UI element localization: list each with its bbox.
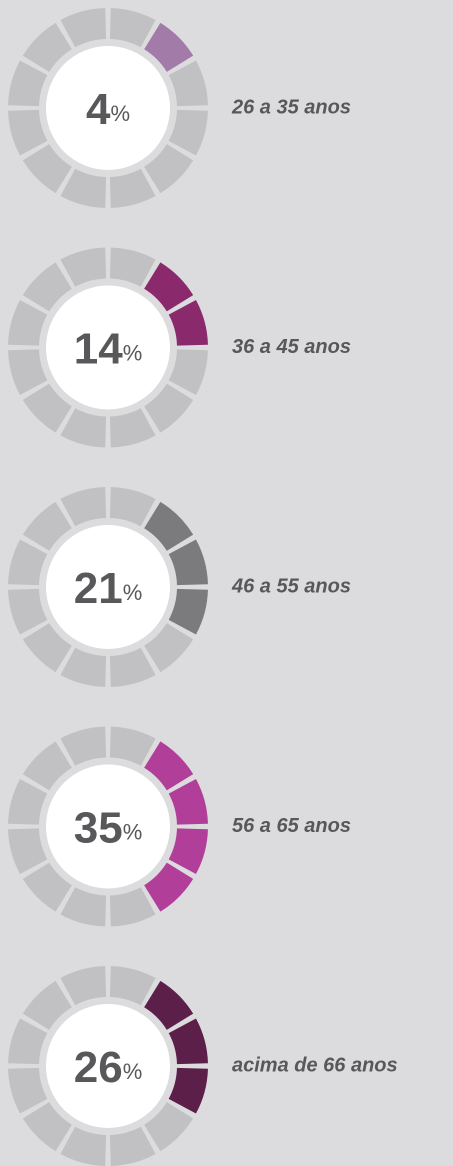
- value-number: 14: [74, 324, 123, 373]
- gauge-segment-filled: [168, 588, 208, 635]
- gauge-center: [46, 525, 170, 649]
- gauge-segment: [168, 60, 208, 107]
- gauge-segment: [22, 623, 72, 673]
- gauge-segment: [144, 1102, 194, 1152]
- gauge-segment: [8, 60, 48, 107]
- gauge: [8, 8, 208, 208]
- gauge-segment: [60, 726, 107, 766]
- gauge-segment: [109, 726, 156, 766]
- value-unit: %: [110, 101, 130, 126]
- gauge-segment-filled: [144, 501, 194, 551]
- gauge-segment: [60, 487, 107, 527]
- gauge-segment: [60, 8, 107, 48]
- value-number: 35: [74, 803, 123, 852]
- value-label: 35%: [74, 803, 143, 852]
- gauge-segment: [109, 647, 156, 687]
- gauge-segment: [22, 22, 72, 72]
- gauge-segment: [8, 1067, 48, 1114]
- gauge-segment: [22, 1102, 72, 1152]
- gauge-segment: [60, 408, 107, 448]
- gauge-segment: [22, 383, 72, 433]
- gauge-center: [46, 285, 170, 410]
- gauge-center: [46, 1004, 170, 1128]
- gauge-segment-filled: [168, 1067, 208, 1114]
- value-unit: %: [123, 580, 143, 605]
- value-unit: %: [123, 1059, 143, 1084]
- gauge-segment: [109, 1126, 156, 1166]
- value-number: 21: [74, 564, 123, 613]
- value-label: 26%: [74, 1043, 143, 1092]
- value-number: 4: [86, 85, 111, 134]
- gauge-segment: [8, 299, 48, 346]
- gauge-center: [46, 46, 170, 170]
- gauge: [8, 966, 208, 1166]
- gauge-segment: [109, 168, 156, 208]
- gauge-segment-filled: [168, 299, 208, 346]
- gauge-segment: [22, 862, 72, 912]
- gauge-segment: [8, 778, 48, 825]
- gauge-segment-filled: [168, 539, 208, 586]
- gauge-segment: [22, 262, 72, 312]
- gauge-center: [46, 764, 170, 889]
- gauge-segment: [8, 109, 48, 156]
- gauge-segment: [109, 487, 156, 527]
- gauge-segment: [22, 144, 72, 194]
- gauge-segment-filled: [144, 262, 194, 312]
- gauge-segment: [144, 144, 194, 194]
- gauge-segment: [109, 408, 156, 448]
- gauge-segment: [8, 588, 48, 635]
- gauge-segment-filled: [168, 1018, 208, 1065]
- gauge-segment: [109, 966, 156, 1006]
- gauge-segment-filled: [168, 828, 208, 875]
- gauge-segment-filled: [144, 980, 194, 1030]
- gauge: [8, 487, 208, 687]
- gauge: [8, 247, 208, 448]
- value-unit: %: [123, 819, 143, 844]
- gauge-segment: [60, 1126, 107, 1166]
- gauge-segment: [168, 349, 208, 396]
- gauge-segment-filled: [144, 741, 194, 791]
- gauge-segment: [144, 383, 194, 433]
- category-label: 36 a 45 anos: [232, 336, 351, 358]
- gauge-segment: [144, 623, 194, 673]
- category-label: acima de 66 anos: [232, 1054, 398, 1076]
- gauge-segment: [109, 247, 156, 287]
- gauge-segment: [168, 109, 208, 156]
- gauge-segment: [22, 501, 72, 551]
- gauge-segment: [60, 887, 107, 927]
- gauge: [8, 726, 208, 927]
- category-label: 26 a 35 anos: [231, 96, 351, 118]
- gauge-segment: [8, 539, 48, 586]
- gauge-segment-filled: [168, 778, 208, 825]
- gauge-segment-filled: [144, 22, 194, 72]
- gauge-segment: [8, 349, 48, 396]
- category-label: 56 a 65 anos: [232, 815, 351, 837]
- value-label: 14%: [74, 324, 143, 373]
- gauge-segment: [60, 247, 107, 287]
- value-number: 26: [74, 1043, 123, 1092]
- gauge-segment: [60, 966, 107, 1006]
- gauge-segment: [60, 168, 107, 208]
- gauge-segment: [60, 647, 107, 687]
- gauge-segment: [109, 887, 156, 927]
- gauge-segment: [8, 1018, 48, 1065]
- gauge-segment: [22, 980, 72, 1030]
- value-unit: %: [123, 340, 143, 365]
- gauge-segment-filled: [144, 862, 194, 912]
- gauge-segment: [22, 741, 72, 791]
- gauge-segment: [109, 8, 156, 48]
- gauge-segment: [8, 828, 48, 875]
- value-label: 4%: [86, 85, 130, 134]
- category-label: 46 a 55 anos: [231, 575, 351, 597]
- value-label: 21%: [74, 564, 143, 613]
